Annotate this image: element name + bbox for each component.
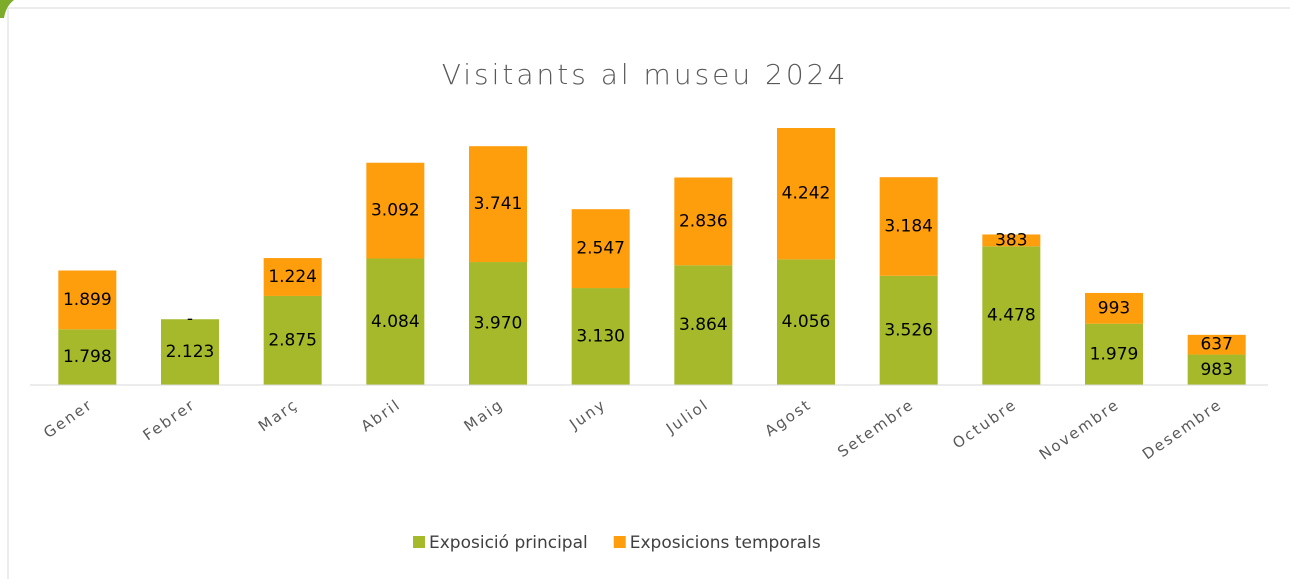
data-label: 4.478 — [987, 306, 1036, 326]
x-tick-label: Juliol — [662, 395, 712, 438]
data-label: 1.979 — [1090, 344, 1139, 364]
legend-label: Exposició principal — [429, 533, 588, 553]
data-label: 3.741 — [474, 194, 523, 214]
data-label: 993 — [1098, 298, 1130, 318]
bar-segment — [58, 270, 117, 330]
bar-segment — [1085, 292, 1143, 324]
data-label: 1.899 — [63, 290, 112, 310]
x-tick-label: Abril — [358, 395, 405, 435]
bar-segment — [879, 275, 938, 385]
data-label: 3.092 — [371, 201, 420, 221]
bar-segment — [366, 162, 425, 259]
data-label: 2.547 — [576, 239, 625, 259]
data-label: - — [187, 309, 193, 329]
bar-segment — [982, 234, 1041, 247]
x-tick-label: Agost — [761, 395, 814, 440]
x-tick-label: Novembre — [1036, 395, 1123, 463]
x-tick-label: Setembre — [834, 395, 917, 461]
legend-swatch — [613, 536, 626, 548]
data-label: 3.130 — [576, 327, 625, 347]
data-label: 3.864 — [679, 315, 728, 335]
x-tick-label: Maig — [461, 395, 507, 435]
corner-decoration — [0, 0, 14, 18]
bar-segment — [1187, 334, 1246, 355]
data-label: 3.526 — [884, 320, 933, 340]
chart-title: Visitants al museu 2024 — [442, 58, 849, 91]
bar-segment — [366, 258, 425, 385]
bar-segment — [879, 177, 938, 276]
bar-segment — [1085, 323, 1143, 385]
bar-segment — [263, 258, 322, 296]
data-label: 2.123 — [166, 342, 215, 362]
x-tick-label: Febrer — [140, 395, 199, 444]
chart-frame — [7, 7, 1290, 579]
data-label: 637 — [1200, 335, 1232, 355]
legend-label: Exposicions temporals — [630, 533, 821, 553]
data-label: 2.836 — [679, 211, 728, 231]
bar-segment — [263, 295, 322, 385]
bar-segment — [469, 262, 527, 385]
bar-segment — [777, 259, 835, 385]
bar-segment — [571, 209, 630, 289]
data-label: 4.084 — [371, 312, 420, 332]
data-label: 3.184 — [884, 216, 933, 236]
data-label: 2.875 — [268, 330, 317, 350]
data-label: 1.224 — [268, 267, 317, 287]
x-tick-label: Març — [255, 395, 302, 435]
bar-segment — [571, 288, 630, 385]
data-label: 383 — [995, 230, 1027, 250]
data-label: 983 — [1200, 360, 1232, 380]
bar-segment — [58, 329, 117, 385]
data-label: 3.970 — [474, 314, 523, 334]
bar-segment — [674, 265, 733, 385]
x-tick-label: Gener — [40, 395, 96, 442]
bar-segment — [982, 246, 1041, 385]
x-tick-label: Juny — [565, 395, 609, 433]
data-label: 1.798 — [63, 347, 112, 367]
bar-segment — [674, 177, 733, 266]
bar-segment — [777, 128, 835, 260]
bar-segment — [1187, 354, 1246, 385]
legend-swatch — [413, 536, 425, 548]
data-label: 4.242 — [782, 184, 831, 204]
data-label: 4.056 — [782, 312, 831, 332]
x-tick-label: Octubre — [949, 395, 1020, 452]
bar-segment — [469, 146, 527, 263]
x-tick-label: Desembre — [1139, 395, 1226, 463]
bar-segment — [161, 319, 219, 385]
